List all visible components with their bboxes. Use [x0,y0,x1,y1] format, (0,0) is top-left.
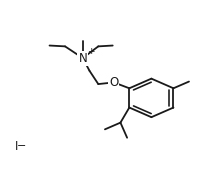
Text: N: N [78,52,87,65]
Text: +: + [87,47,94,56]
Text: O: O [109,76,118,89]
Text: I: I [14,140,18,153]
Text: −: − [17,141,27,151]
